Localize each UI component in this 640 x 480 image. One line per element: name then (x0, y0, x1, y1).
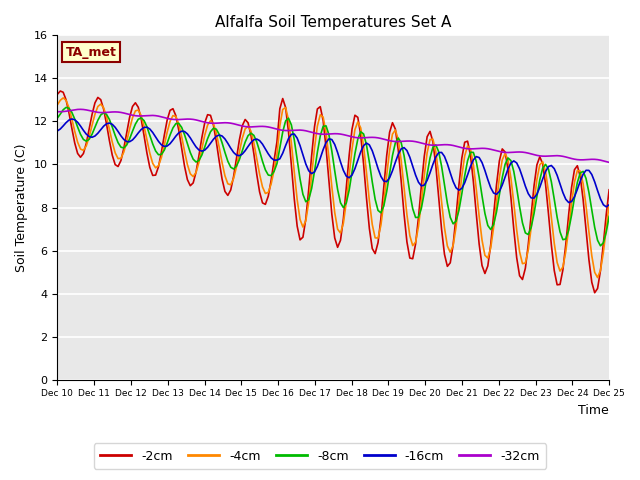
Line: -4cm: -4cm (58, 98, 609, 277)
-4cm (60, 95, 67, 101)
-2cm (56, 88, 64, 94)
-32cm (285, 128, 292, 133)
-32cm (333, 131, 341, 137)
-32cm (279, 127, 287, 133)
-16cm (285, 136, 292, 142)
-16cm (605, 202, 613, 208)
-4cm (123, 138, 131, 144)
-16cm (371, 156, 379, 162)
-2cm (333, 244, 341, 250)
-32cm (605, 159, 613, 165)
-32cm (77, 107, 84, 112)
-16cm (279, 150, 287, 156)
-32cm (54, 109, 61, 115)
-4cm (285, 117, 292, 123)
Y-axis label: Soil Temperature (C): Soil Temperature (C) (15, 143, 28, 272)
-8cm (54, 115, 61, 121)
-8cm (285, 115, 292, 121)
-8cm (279, 129, 287, 135)
-16cm (403, 148, 411, 154)
-4cm (279, 107, 287, 112)
-16cm (333, 150, 341, 156)
-4cm (333, 226, 341, 232)
Line: -8cm: -8cm (58, 108, 609, 246)
Line: -16cm: -16cm (58, 119, 609, 207)
-2cm (591, 290, 598, 296)
X-axis label: Time: Time (579, 404, 609, 417)
-2cm (605, 187, 613, 192)
-16cm (123, 139, 131, 144)
Line: -32cm: -32cm (58, 109, 609, 162)
-2cm (403, 239, 411, 245)
Line: -2cm: -2cm (58, 91, 609, 293)
-4cm (403, 212, 411, 217)
-2cm (123, 130, 131, 135)
Text: TA_met: TA_met (66, 46, 116, 59)
-8cm (371, 196, 379, 202)
-8cm (605, 214, 613, 219)
Title: Alfalfa Soil Temperatures Set A: Alfalfa Soil Temperatures Set A (215, 15, 451, 30)
-2cm (285, 129, 292, 134)
-4cm (371, 235, 379, 241)
-32cm (371, 134, 379, 140)
-16cm (602, 204, 610, 210)
-8cm (596, 243, 604, 249)
-8cm (403, 171, 411, 177)
-16cm (68, 116, 76, 122)
-2cm (371, 251, 379, 256)
-2cm (54, 91, 61, 97)
-8cm (333, 187, 341, 192)
-2cm (279, 96, 287, 101)
-8cm (123, 142, 131, 148)
-4cm (605, 202, 613, 207)
-32cm (123, 111, 131, 117)
-4cm (594, 275, 602, 280)
-16cm (54, 128, 61, 134)
Legend: -2cm, -4cm, -8cm, -16cm, -32cm: -2cm, -4cm, -8cm, -16cm, -32cm (94, 444, 546, 469)
-32cm (403, 138, 411, 144)
-8cm (62, 105, 70, 110)
-4cm (54, 102, 61, 108)
